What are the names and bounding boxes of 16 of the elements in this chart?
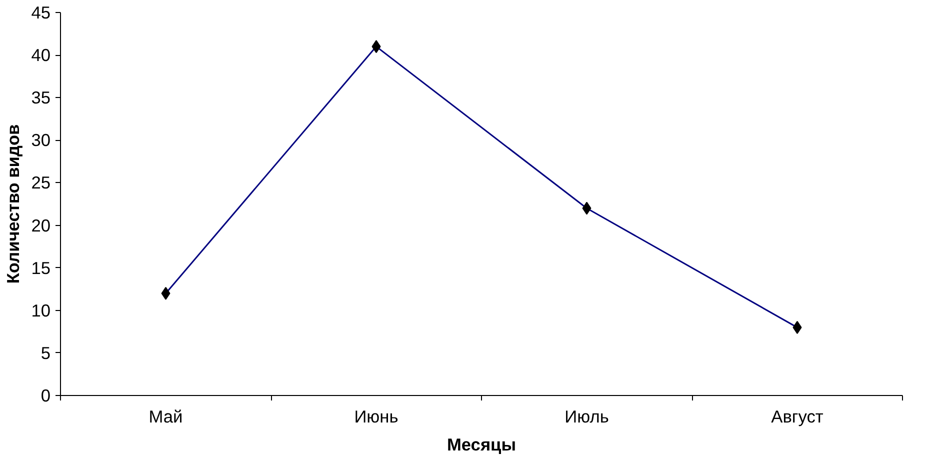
y-tick-label: 10 (31, 300, 51, 320)
y-tick-label: 20 (31, 215, 51, 236)
y-tick-label: 0 (40, 386, 51, 406)
y-axis-title: Количество видов (3, 124, 24, 284)
y-tick-label: 30 (31, 130, 51, 150)
x-axis-title: Месяцы (446, 434, 516, 454)
x-tick-label: Июль (564, 406, 609, 426)
y-tick-label: 35 (31, 88, 51, 108)
y-tick-label: 5 (40, 342, 51, 363)
y-tick-label: 45 (31, 2, 51, 22)
y-tick-label: 25 (31, 172, 51, 193)
y-tick-label: 15 (31, 258, 51, 278)
y-tick-label: 40 (31, 45, 51, 66)
x-tick-label: Май (148, 406, 183, 426)
x-tick-label: Август (771, 406, 824, 426)
x-tick-label: Июнь (354, 406, 398, 426)
